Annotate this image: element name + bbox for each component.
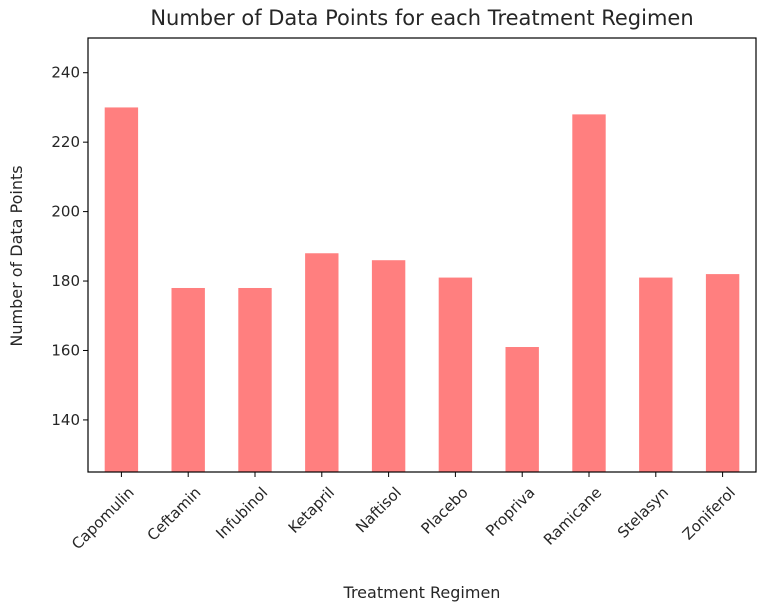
bar-propriva — [505, 347, 539, 472]
bar-zoniferol — [705, 274, 740, 472]
y-tick-label: 180 — [51, 272, 80, 290]
chart-title: Number of Data Points for each Treatment… — [150, 6, 693, 30]
y-axis-label: Number of Data Points — [7, 165, 26, 346]
y-tick-label: 220 — [51, 133, 80, 151]
bar-naftisol — [371, 260, 406, 472]
y-tick-label: 140 — [51, 411, 80, 429]
x-axis-ticks: Capomulin Ceftamin Infubinol Ketapril Naftis… — [68, 472, 739, 553]
bar-placebo — [438, 277, 473, 472]
bar-ketapril — [305, 253, 339, 472]
bar-ramicane — [572, 114, 606, 472]
bar-capomulin — [104, 107, 139, 472]
x-axis-label: Treatment Regimen — [343, 583, 501, 602]
x-tick-label: Naftisol — [352, 484, 405, 537]
plot-frame — [87, 37, 757, 473]
x-tick-label: Capomulin — [68, 484, 138, 554]
bar-ceftamin — [171, 287, 205, 472]
bars-group — [104, 107, 740, 472]
x-tick-label: Placebo — [417, 484, 471, 538]
x-tick-label: Ramicane — [540, 484, 605, 549]
x-tick-label: Stelasyn — [614, 484, 672, 542]
y-axis-ticks: 140 160 180 200 220 240 — [51, 64, 88, 429]
y-tick-label: 240 — [51, 64, 80, 82]
x-tick-label: Zoniferol — [679, 484, 739, 544]
x-tick-label: Ketapril — [285, 484, 338, 537]
x-tick-label: Propriva — [482, 484, 538, 540]
x-tick-label: Infubinol — [212, 484, 271, 543]
y-tick-label: 160 — [51, 341, 80, 359]
y-tick-label: 200 — [51, 203, 80, 221]
x-tick-label: Ceftamin — [144, 484, 205, 545]
bar-stelasyn — [639, 277, 673, 472]
bar-infubinol — [238, 287, 272, 472]
